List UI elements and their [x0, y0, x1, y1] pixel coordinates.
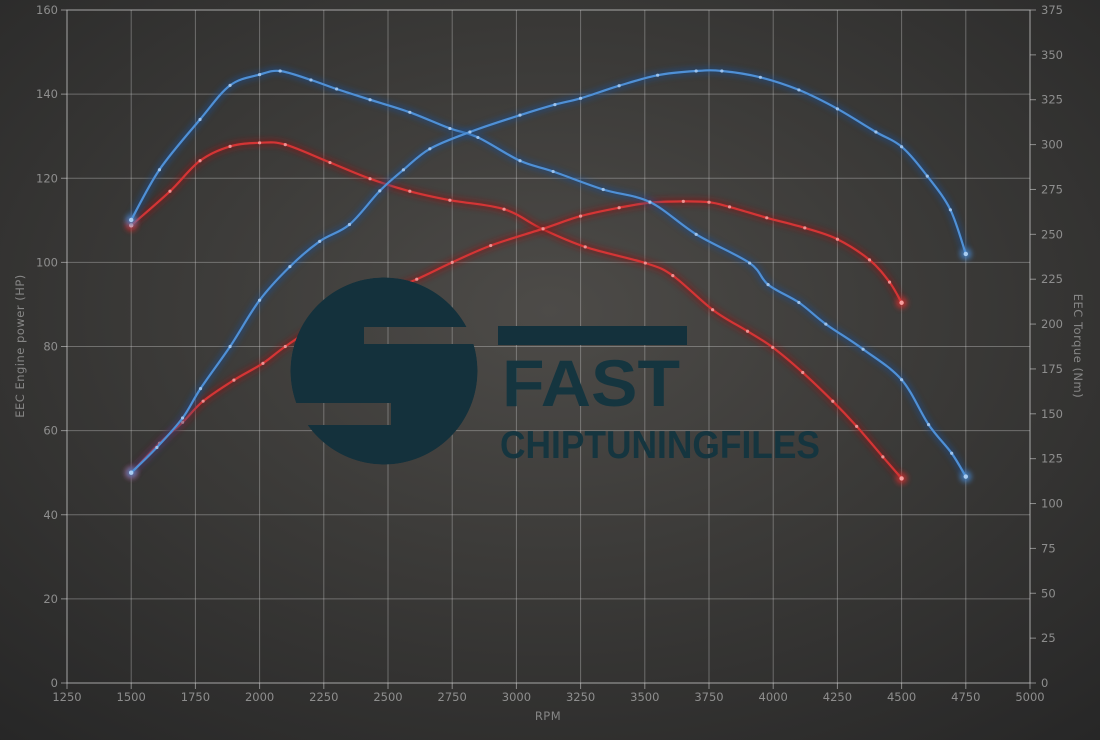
svg-text:3500: 3500 — [630, 690, 659, 704]
svg-text:80: 80 — [43, 340, 58, 354]
series-power-tuned-blue — [125, 66, 972, 479]
right-axis-title: EEC Torque (Nm) — [1071, 293, 1085, 399]
svg-text:1500: 1500 — [117, 690, 146, 704]
left-axis-title: EEC Engine power (HP) — [13, 274, 27, 418]
svg-text:2250: 2250 — [309, 690, 338, 704]
axis-ticks: 1250 1500 1750 2000 2250 2500 2750 3000 3250 3500… — [36, 3, 1063, 704]
svg-text:160: 160 — [36, 3, 58, 17]
svg-text:100: 100 — [36, 255, 58, 269]
curve-series — [125, 66, 972, 484]
svg-text:1750: 1750 — [181, 690, 210, 704]
svg-text:60: 60 — [43, 424, 58, 438]
svg-text:250: 250 — [1041, 227, 1063, 241]
svg-text:3750: 3750 — [694, 690, 723, 704]
svg-text:225: 225 — [1041, 272, 1063, 286]
svg-text:75: 75 — [1041, 541, 1056, 555]
svg-text:2000: 2000 — [245, 690, 274, 704]
svg-text:4750: 4750 — [951, 690, 980, 704]
watermark-logo: FAST CHIPTUNINGFILES — [290, 277, 820, 467]
svg-text:5000: 5000 — [1015, 690, 1044, 704]
x-axis-title: RPM — [534, 709, 562, 723]
svg-text:350: 350 — [1041, 48, 1063, 62]
svg-text:120: 120 — [36, 171, 58, 185]
svg-text:4000: 4000 — [759, 690, 788, 704]
svg-text:3000: 3000 — [502, 690, 531, 704]
svg-text:50: 50 — [1041, 586, 1056, 600]
logo-s-icon — [290, 277, 478, 465]
svg-text:0: 0 — [1041, 676, 1048, 690]
series-torque-tuned-blue — [125, 66, 972, 483]
svg-text:325: 325 — [1041, 93, 1063, 107]
watermark-subtitle-text: CHIPTUNINGFILES — [500, 424, 820, 467]
svg-text:25: 25 — [1041, 631, 1056, 645]
svg-text:20: 20 — [43, 592, 58, 606]
svg-text:275: 275 — [1041, 182, 1063, 196]
svg-text:4500: 4500 — [887, 690, 916, 704]
svg-text:2750: 2750 — [438, 690, 467, 704]
svg-text:2500: 2500 — [373, 690, 402, 704]
svg-text:40: 40 — [43, 508, 58, 522]
svg-text:1250: 1250 — [52, 690, 81, 704]
svg-text:175: 175 — [1041, 362, 1063, 376]
svg-text:300: 300 — [1041, 138, 1063, 152]
logo-bar — [498, 326, 687, 345]
watermark-brand-text: FAST — [502, 346, 680, 420]
svg-text:200: 200 — [1041, 317, 1063, 331]
svg-text:3250: 3250 — [566, 690, 595, 704]
svg-text:100: 100 — [1041, 497, 1063, 511]
svg-text:150: 150 — [1041, 407, 1063, 421]
svg-text:375: 375 — [1041, 3, 1063, 17]
svg-text:125: 125 — [1041, 452, 1063, 466]
svg-text:140: 140 — [36, 87, 58, 101]
svg-text:0: 0 — [51, 676, 58, 690]
svg-text:4250: 4250 — [823, 690, 852, 704]
